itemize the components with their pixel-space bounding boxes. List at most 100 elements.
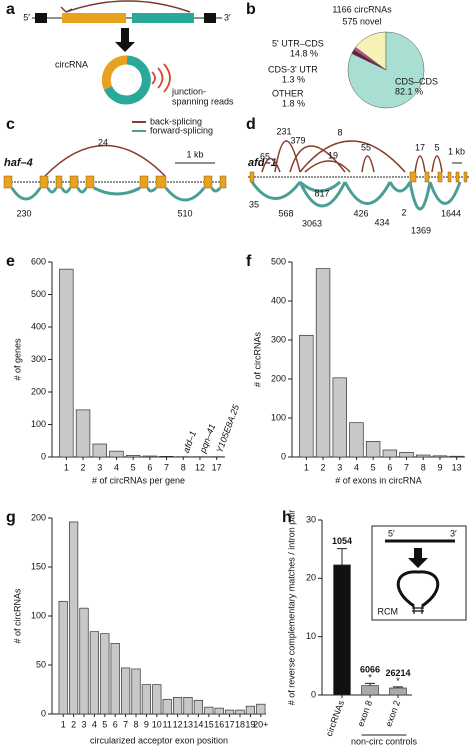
x-tick-label: 7: [404, 462, 409, 472]
x-tick-label: 12: [173, 719, 183, 729]
junction-count: 19: [328, 150, 338, 160]
x-tick-label: 1: [64, 462, 69, 472]
junction-count: 230: [16, 208, 31, 218]
x-tick-label: 17: [212, 462, 222, 472]
count-label: 6066: [360, 665, 380, 675]
bar: [92, 443, 107, 458]
bar: [162, 698, 172, 715]
bar: [68, 521, 79, 715]
bar: [125, 455, 141, 458]
x-tick-label: 1: [61, 719, 66, 729]
inset-arrow: [408, 548, 428, 568]
back-splice-arc: [261, 140, 443, 173]
panel-label: h: [282, 509, 292, 526]
exon: [35, 13, 47, 23]
y-tick-label: 0: [311, 689, 316, 699]
bar: [159, 456, 174, 458]
reads-icon: [151, 63, 171, 93]
x-tick-label: 11: [163, 719, 172, 729]
bar: [193, 699, 204, 715]
junction-count: 231: [276, 126, 291, 136]
junction-count: 1369: [411, 225, 431, 235]
junction-count: 5: [434, 142, 439, 152]
chart-title: 1166 circRNAs: [332, 4, 392, 14]
panel-label: d: [246, 116, 256, 133]
x-tick-label: 16: [214, 719, 224, 729]
x-tick-label: 4: [354, 462, 359, 472]
junction-count: 426: [353, 208, 368, 218]
junction-count: 434: [374, 217, 389, 227]
bar: [131, 668, 141, 715]
reads-label: spanning reads: [172, 96, 234, 106]
junction-count: 379: [290, 135, 305, 145]
panel-label: a: [6, 1, 15, 18]
inset: 5′ 3′ RCM: [371, 525, 467, 621]
x-tick-label: 6: [113, 719, 118, 729]
count-label: 1054: [332, 536, 352, 546]
count-label: 26214: [385, 668, 410, 678]
bar: [214, 707, 224, 715]
back-splice-arc: [65, 0, 191, 13]
arrowhead: [60, 6, 73, 13]
x-tick-label: 8: [133, 719, 138, 729]
y-tick-label: 30: [306, 514, 316, 524]
junction-count: 65: [260, 151, 270, 161]
y-tick-label: 100: [31, 610, 46, 620]
group-label: non-circ controls: [351, 736, 418, 746]
panel-label: b: [246, 1, 256, 18]
chart-subtitle: 575 novel: [342, 16, 381, 26]
x-tick-label: exon 8: [355, 699, 374, 728]
slice-label: 5' UTR–CDS: [272, 38, 324, 48]
exon: [62, 13, 126, 23]
x-tick-label: 10: [152, 719, 162, 729]
bar: [416, 454, 431, 458]
bar: [141, 684, 152, 715]
bar: [89, 631, 100, 715]
y-tick-label: 400: [271, 295, 286, 305]
three-prime: 3′: [224, 12, 231, 22]
circ-arc: [101, 55, 128, 90]
slice-value-label: 82.1 %: [395, 86, 423, 96]
junction-count: 24: [98, 137, 108, 147]
bar: [110, 643, 120, 715]
exon: [132, 13, 194, 23]
bar: [183, 696, 193, 715]
bar: [333, 564, 351, 696]
junction-count: 3063: [302, 218, 322, 228]
circ-label: circRNA: [55, 59, 88, 69]
y-axis-label: # of circRNAs: [252, 331, 262, 387]
slice-value-label: 14.8 %: [290, 48, 318, 58]
x-tick-label: 2: [81, 462, 86, 472]
bar: [109, 450, 124, 458]
scale-label: 1 kb: [448, 146, 465, 156]
x-tick-label: 7: [123, 719, 128, 729]
back-splice-arc: [44, 144, 166, 177]
x-tick-label: 5: [371, 462, 376, 472]
x-tick-label: 17: [225, 719, 235, 729]
bar: [349, 422, 364, 458]
x-tick-label: 2: [71, 719, 76, 729]
junction-count: 35: [249, 199, 259, 209]
x-tick-label: 3: [81, 719, 86, 729]
x-axis-label: circularized acceptor exon position: [90, 735, 228, 745]
bar: [382, 449, 398, 458]
y-tick-label: 200: [271, 373, 286, 383]
x-tick-label: 13: [183, 719, 193, 729]
x-tick-label: 14: [193, 719, 203, 729]
bar: [449, 455, 464, 458]
x-tick-label: circRNAs: [324, 699, 346, 738]
y-tick-label: 100: [31, 419, 46, 429]
x-tick-label: 2: [321, 462, 326, 472]
inset-five-prime: 5′: [388, 528, 395, 538]
y-tick-label: 50: [36, 659, 46, 669]
forward-splice-arc: [10, 186, 222, 202]
junction-count: 55: [361, 142, 371, 152]
bar: [79, 607, 89, 715]
bar: [256, 703, 266, 715]
bar: [315, 268, 331, 458]
inset-label: RCM: [378, 606, 399, 616]
x-tick-label: 12: [195, 462, 205, 472]
y-tick-label: 300: [271, 334, 286, 344]
diagram-c: back-splicing forward-splicing haf–4 1 k…: [3, 116, 227, 218]
x-tick-label: 7: [164, 462, 169, 472]
